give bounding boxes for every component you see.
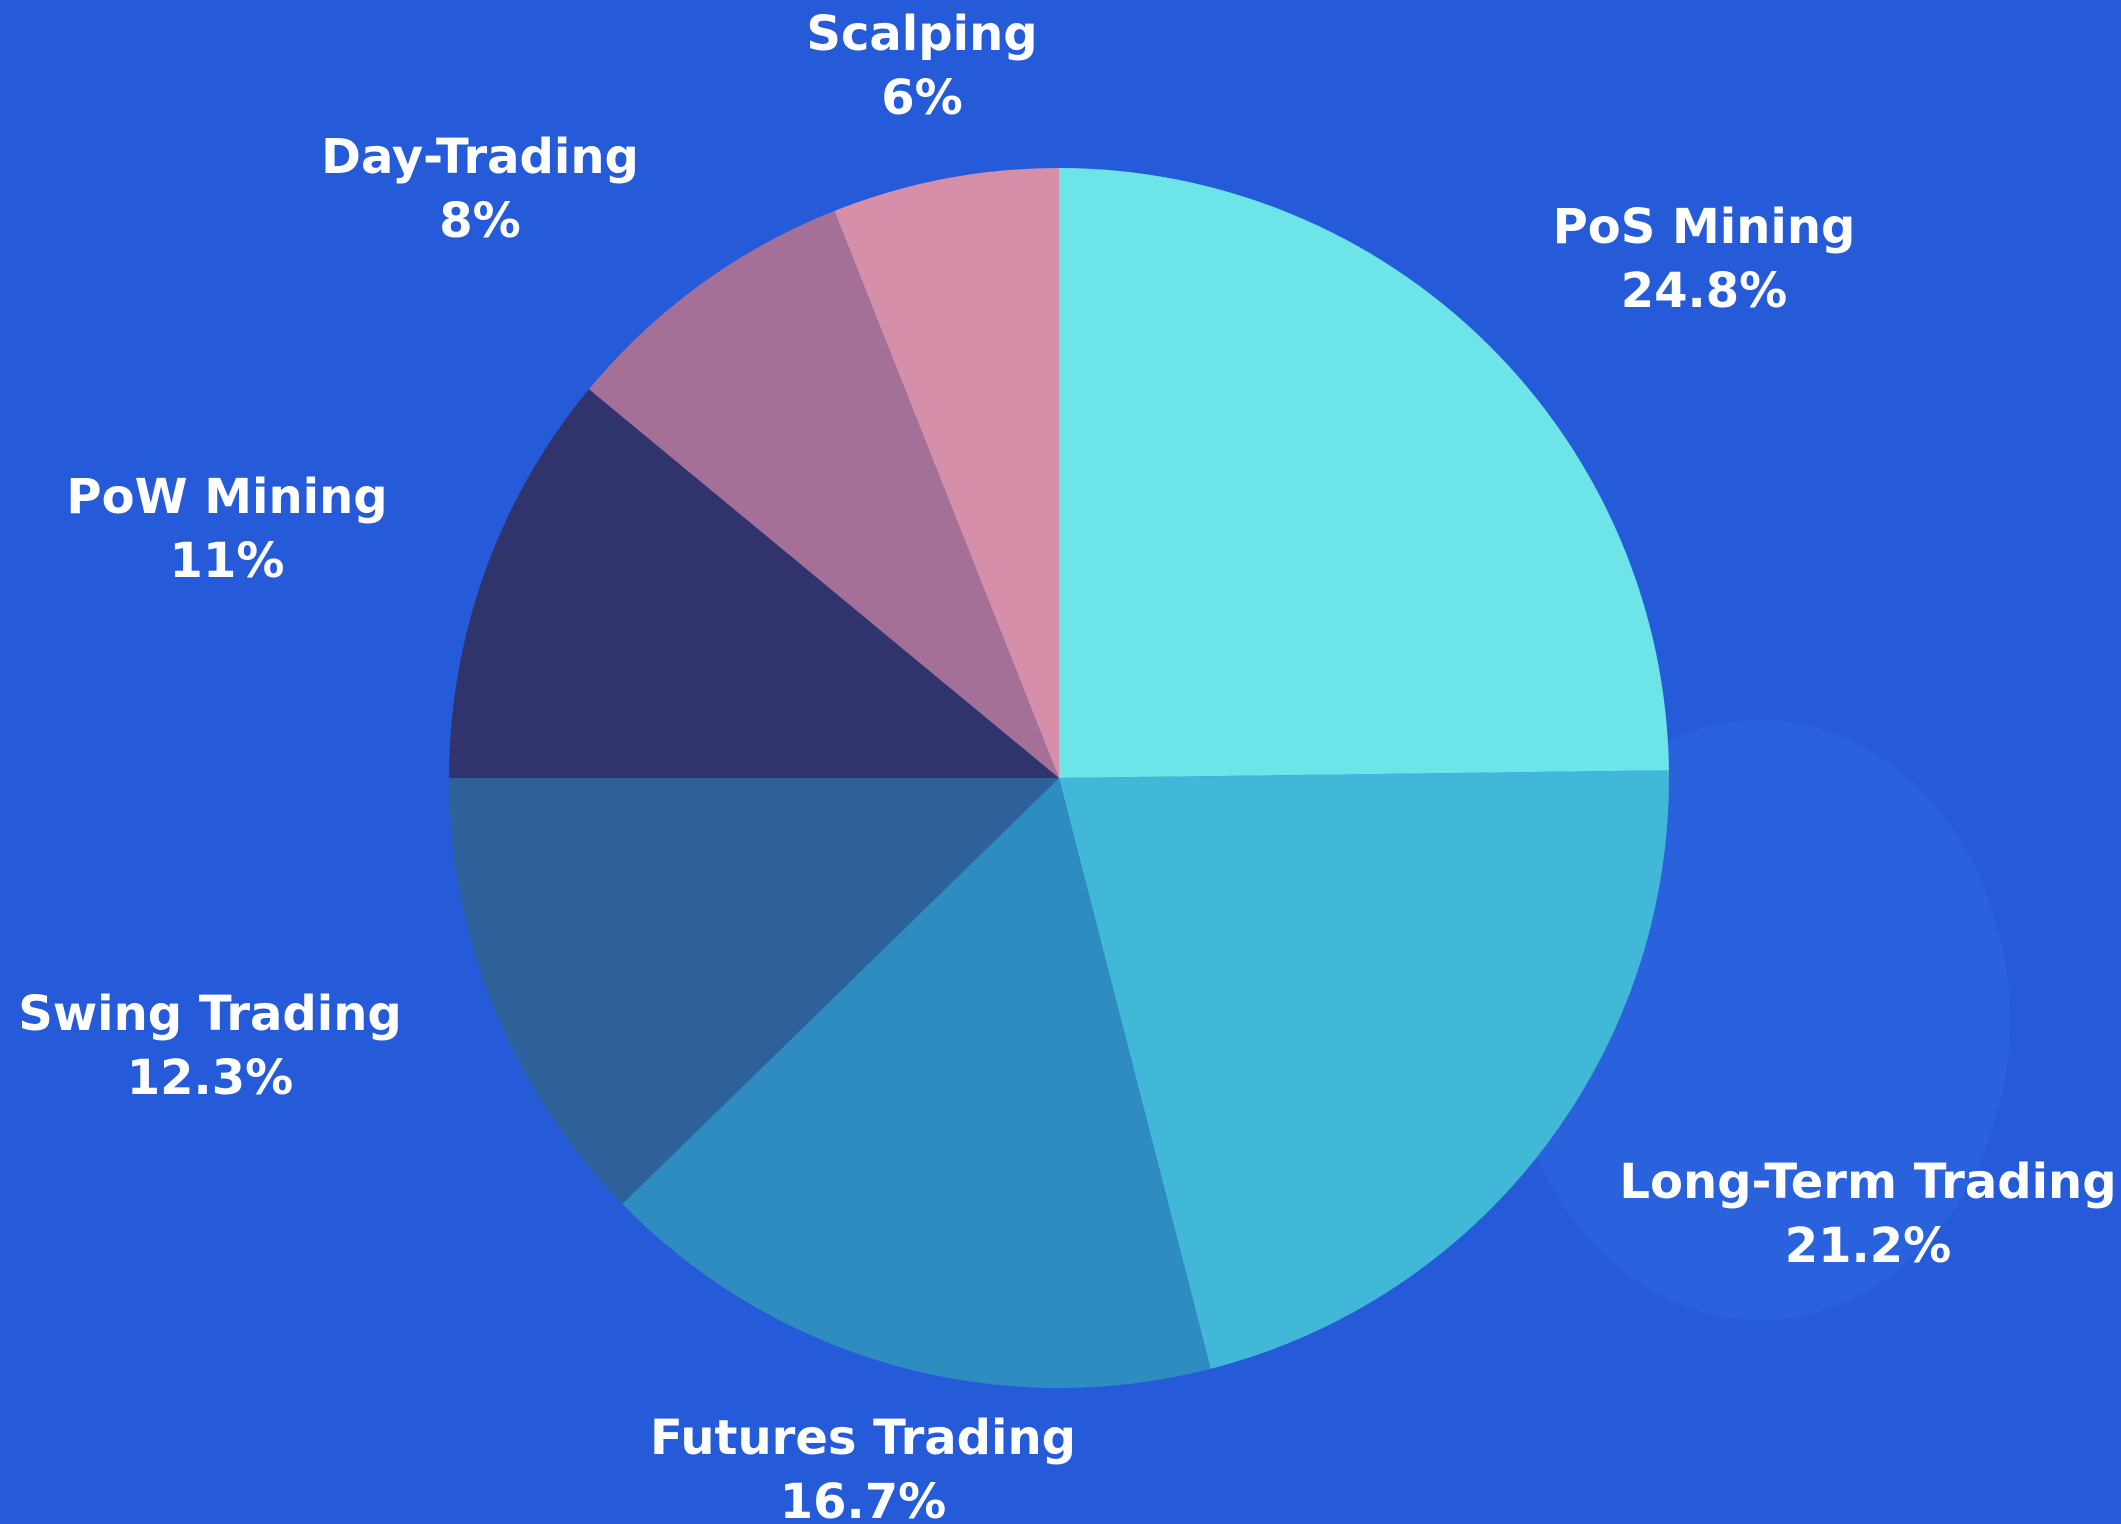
value-label: 24.8%	[1621, 263, 1788, 319]
value-label: 12.3%	[127, 1050, 294, 1106]
slice-label: Swing Trading	[18, 986, 401, 1042]
value-label: 21.2%	[1785, 1218, 1952, 1274]
pie	[449, 168, 1669, 1388]
slice-label: Day-Trading	[321, 129, 639, 185]
slice-label: PoW Mining	[66, 469, 387, 525]
chart: PoS Mining 24.8% Long-Term Trading 21.2% Fut…	[0, 0, 2121, 1524]
value-label: 16.7%	[780, 1474, 947, 1524]
value-label: 11%	[170, 533, 285, 589]
slice-label: Scalping	[806, 6, 1037, 62]
slice-label: PoS Mining	[1553, 199, 1856, 255]
value-label: 8%	[439, 193, 521, 249]
slice-label: Futures Trading	[650, 1410, 1076, 1466]
slice-label: Long-Term Trading	[1619, 1154, 2116, 1210]
value-label: 6%	[881, 70, 963, 126]
page: PoS Mining 24.8% Long-Term Trading 21.2% Fut…	[0, 0, 2121, 1524]
